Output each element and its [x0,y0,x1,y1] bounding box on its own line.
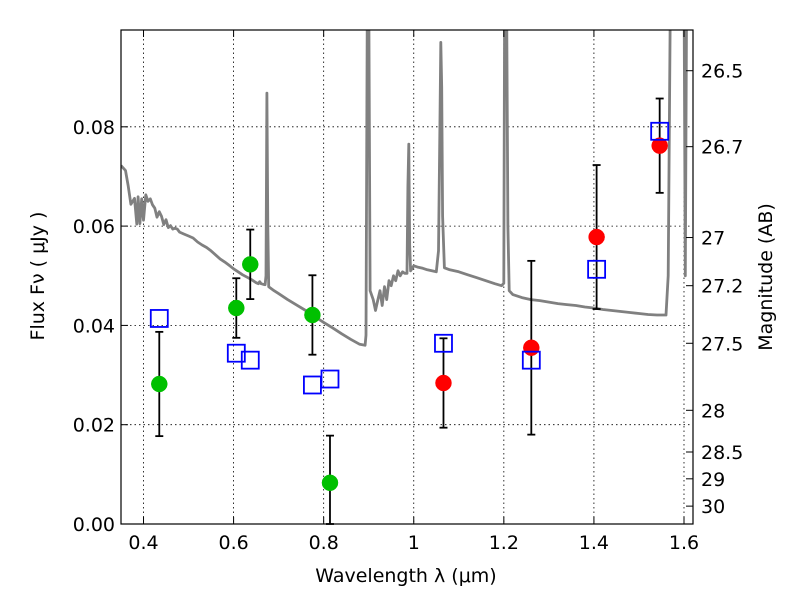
y2-axis-label: Magnitude (AB) [755,203,777,351]
model-flux-square [149,309,169,328]
model-flux-square [650,121,670,141]
y2-tick-label: 29 [701,469,725,491]
y-tick-label: 0.00 [73,514,115,536]
y2-tick-label: 26.5 [701,61,743,83]
observed-flux-point [588,228,605,246]
x-tick-label: 0.4 [128,532,158,554]
model-flux-square [521,350,541,370]
x-tick-label: 0.8 [309,532,339,554]
axes-frame [120,29,694,525]
y2-tick-label: 27.2 [701,276,743,298]
observed-flux-point [523,339,540,356]
observed-flux-point [321,474,339,492]
y2-tick-label: 26.7 [701,137,743,159]
plot-frame [120,29,694,525]
x-tick-label: 1.4 [579,532,609,554]
sed-model-curve [121,30,688,347]
model-flux-square [303,375,322,395]
y2-tick-label: 27.5 [701,333,743,355]
observed-flux-point [304,306,321,324]
model-flux-square [226,343,246,363]
grid [121,30,693,525]
x-tick-label: 1 [408,532,420,554]
model-flux-square [240,350,260,370]
observed-flux-point [651,137,668,154]
y-tick-label: 0.06 [73,216,115,238]
y-tick-label: 0.02 [73,415,115,437]
y-axis-label: Flux Fν ( μJy ) [27,212,49,341]
y2-tick-label: 27 [701,228,725,250]
observed-flux-point [435,374,452,392]
observed-flux-point [151,375,168,393]
y-tick-label: 0.04 [73,315,115,337]
observed-flux-point [228,299,245,317]
y-tick-label: 0.08 [73,117,115,139]
tick-labels: 0.4 0.6 0.8 1 1.2 1.4 1.6 0.00 0.02 0.04 0.06 0.08 2… [73,61,744,554]
model-flux-square [587,259,607,279]
y2-tick-label: 28.5 [701,442,743,464]
y2-tick-label: 30 [701,496,725,518]
data-points [149,97,670,525]
x-axis-label: Wavelength λ (μm) [315,565,496,587]
y2-tick-label: 28 [701,400,725,422]
x-tick-label: 1.6 [669,532,699,554]
observed-flux-point [242,256,259,273]
sed-model-line [121,30,688,347]
x-tick-label: 0.6 [218,532,248,554]
x-tick-label: 1.2 [489,532,519,554]
model-flux-square [434,333,453,353]
model-flux-square [320,369,340,389]
